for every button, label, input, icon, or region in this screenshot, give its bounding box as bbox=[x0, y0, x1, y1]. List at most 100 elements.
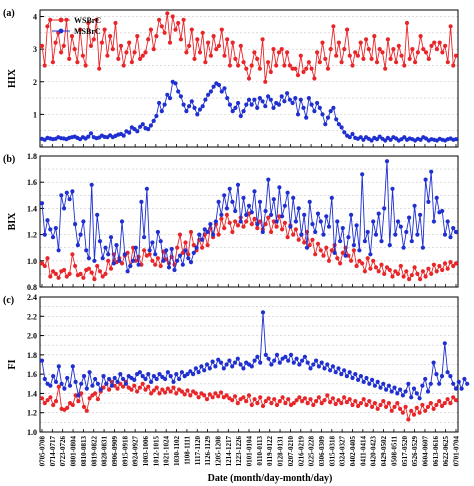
data-point bbox=[379, 262, 384, 267]
data-point bbox=[399, 53, 404, 58]
data-point bbox=[453, 53, 459, 58]
data-point bbox=[53, 379, 59, 384]
data-point bbox=[354, 223, 359, 228]
data-point bbox=[445, 266, 450, 271]
data-point bbox=[407, 56, 412, 62]
data-point bbox=[291, 232, 296, 237]
data-point bbox=[86, 256, 91, 261]
data-point bbox=[301, 69, 306, 75]
data-point bbox=[384, 404, 389, 409]
data-point bbox=[374, 137, 380, 142]
y-tick-label: 1.8 bbox=[27, 152, 37, 161]
data-point bbox=[162, 30, 167, 35]
data-point bbox=[206, 92, 211, 97]
data-point bbox=[193, 391, 198, 396]
data-point bbox=[274, 352, 280, 357]
data-point bbox=[370, 404, 375, 409]
data-point bbox=[325, 393, 330, 398]
data-point bbox=[453, 137, 459, 142]
data-point bbox=[230, 109, 235, 114]
data-point bbox=[122, 252, 127, 257]
data-point bbox=[402, 135, 407, 140]
data-point bbox=[106, 252, 111, 257]
data-point bbox=[78, 271, 83, 276]
data-point bbox=[70, 252, 75, 257]
data-point bbox=[246, 393, 252, 398]
data-point bbox=[420, 245, 425, 250]
data-point bbox=[343, 253, 348, 258]
data-point bbox=[391, 47, 396, 52]
data-point bbox=[125, 269, 130, 274]
data-point bbox=[392, 404, 397, 409]
data-point bbox=[148, 27, 153, 32]
data-point bbox=[272, 397, 277, 402]
data-point bbox=[158, 263, 163, 269]
data-point bbox=[216, 199, 221, 204]
data-point bbox=[180, 262, 185, 267]
data-point bbox=[162, 102, 167, 107]
data-point bbox=[48, 227, 53, 232]
data-point bbox=[305, 360, 310, 365]
data-point bbox=[445, 219, 450, 224]
data-point bbox=[202, 368, 207, 373]
data-point bbox=[81, 404, 87, 409]
data-point bbox=[195, 112, 200, 117]
data-point bbox=[138, 56, 143, 62]
data-point bbox=[285, 190, 290, 195]
data-point bbox=[252, 50, 257, 55]
data-point bbox=[154, 376, 159, 382]
data-point bbox=[412, 203, 417, 208]
data-point bbox=[183, 248, 188, 253]
data-point bbox=[185, 372, 190, 377]
data-point bbox=[249, 402, 254, 408]
data-point bbox=[350, 131, 355, 137]
data-point bbox=[285, 91, 290, 96]
data-point bbox=[100, 274, 105, 279]
data-point bbox=[378, 385, 383, 390]
data-point bbox=[280, 214, 285, 219]
data-point bbox=[323, 56, 328, 62]
data-point bbox=[453, 398, 459, 403]
data-point bbox=[301, 105, 306, 110]
data-point bbox=[425, 389, 431, 394]
data-point bbox=[448, 260, 453, 265]
data-point bbox=[86, 134, 91, 139]
data-point bbox=[342, 368, 347, 373]
data-point bbox=[225, 96, 230, 101]
data-point bbox=[437, 263, 442, 269]
data-point bbox=[386, 383, 391, 388]
data-point bbox=[121, 133, 126, 138]
data-point bbox=[165, 92, 170, 97]
data-point bbox=[277, 399, 282, 404]
y-tick-label: 0.8 bbox=[27, 283, 37, 292]
x-tick-label: 0402-0405 bbox=[349, 436, 357, 467]
x-tick-label: 1205-1208 bbox=[214, 436, 222, 467]
data-point bbox=[297, 362, 302, 367]
data-point bbox=[203, 97, 208, 102]
data-point bbox=[431, 406, 436, 411]
data-point bbox=[314, 358, 319, 363]
data-point bbox=[159, 24, 164, 29]
data-point bbox=[426, 266, 431, 271]
data-point bbox=[109, 383, 114, 388]
y-tick-label: 1.4 bbox=[27, 204, 37, 213]
data-point bbox=[448, 24, 453, 29]
data-point bbox=[404, 20, 410, 26]
data-point bbox=[406, 381, 411, 386]
data-point bbox=[146, 37, 151, 42]
data-point bbox=[308, 397, 313, 402]
data-point bbox=[87, 370, 92, 375]
data-point bbox=[165, 370, 170, 375]
data-point bbox=[179, 370, 184, 375]
data-point bbox=[205, 229, 210, 235]
data-point bbox=[230, 364, 235, 369]
data-point bbox=[62, 386, 67, 391]
data-point bbox=[361, 137, 366, 142]
data-point bbox=[263, 222, 268, 227]
data-point bbox=[163, 390, 168, 395]
data-point bbox=[295, 112, 301, 117]
data-point bbox=[333, 370, 338, 375]
data-point bbox=[155, 229, 160, 235]
series-wsbrc bbox=[39, 11, 459, 84]
data-point bbox=[142, 235, 147, 240]
